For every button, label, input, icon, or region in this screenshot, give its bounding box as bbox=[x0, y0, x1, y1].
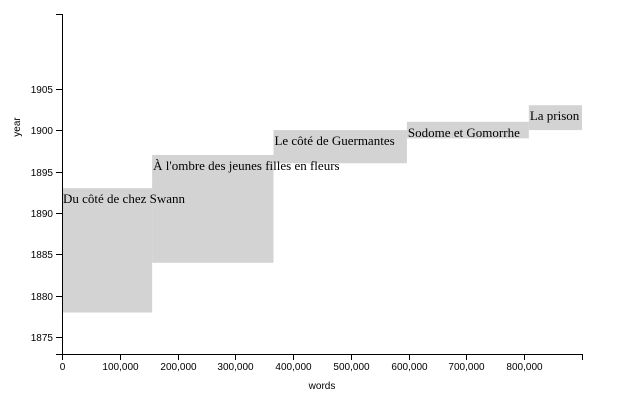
bar-2 bbox=[152, 154, 274, 263]
y-tick-label: 1880 bbox=[31, 292, 54, 303]
x-tick-label: 100,000 bbox=[102, 362, 139, 373]
x-tick-label: 600,000 bbox=[391, 362, 428, 373]
bar-label-5: La prison bbox=[530, 108, 580, 123]
x-axis-line bbox=[62, 354, 583, 360]
bar-3 bbox=[273, 130, 407, 164]
bars bbox=[62, 105, 582, 313]
bar-label-2: À l'ombre des jeunes filles en fleurs bbox=[153, 158, 339, 173]
x-tick-label: 200,000 bbox=[160, 362, 197, 373]
y-tick-label: 1890 bbox=[31, 209, 54, 220]
x-axis: 0 100,000 200,000 300,000 400,000 500,000 600,… bbox=[60, 354, 583, 373]
y-tick-label: 1900 bbox=[31, 126, 54, 137]
bar-4 bbox=[406, 121, 529, 139]
bar-label-1: Du côté de chez Swann bbox=[63, 191, 186, 206]
x-axis-title: words bbox=[308, 381, 336, 392]
bar-label-3: Le côté de Guermantes bbox=[274, 133, 394, 148]
y-axis-title: year bbox=[12, 117, 23, 137]
bar-5 bbox=[528, 105, 582, 131]
x-tick-label: 500,000 bbox=[333, 362, 370, 373]
bar-label-4: Sodome et Gomorrhe bbox=[408, 125, 520, 140]
bar-labels: Du côté de chez Swann À l'ombre des jeune… bbox=[63, 108, 580, 206]
y-tick-label: 1895 bbox=[31, 168, 54, 179]
y-axis: 1875 1880 1885 1890 1895 1900 1905 bbox=[31, 14, 63, 355]
y-tick-label: 1905 bbox=[31, 85, 54, 96]
x-tick-label: 300,000 bbox=[217, 362, 254, 373]
y-tick-label: 1875 bbox=[31, 333, 54, 344]
x-tick-label: 700,000 bbox=[448, 362, 485, 373]
y-axis-line bbox=[56, 14, 63, 355]
x-tick-label: 0 bbox=[60, 362, 66, 373]
x-tick-label: 800,000 bbox=[506, 362, 543, 373]
x-tick-label: 400,000 bbox=[275, 362, 312, 373]
bar-1 bbox=[62, 188, 153, 313]
y-tick-label: 1885 bbox=[31, 250, 54, 261]
